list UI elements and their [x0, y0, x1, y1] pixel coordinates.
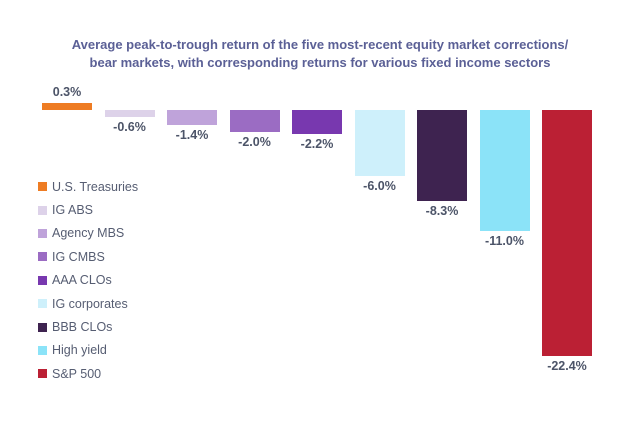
- value-label-aaa-clos: -2.2%: [300, 137, 334, 152]
- legend-item-ig-cmbs: IG CMBS: [38, 245, 138, 268]
- legend-swatch-bbb-clos: [38, 322, 47, 332]
- legend-item-s-p-500: S&P 500: [38, 362, 138, 385]
- bar-bbb-clos: [417, 110, 467, 202]
- value-label-bbb-clos: -8.3%: [425, 204, 459, 219]
- legend-label-high-yield: High yield: [52, 343, 107, 358]
- bar-ig-corporates: [354, 110, 405, 176]
- value-label-high-yield: -11.0%: [485, 234, 524, 248]
- legend-item-ig-corporates: IG corporates: [38, 292, 138, 315]
- chart-title-line1: Average peak-to-trough return of the fiv…: [71, 37, 569, 52]
- bar-aaa-clos: [292, 110, 342, 135]
- legend-label-agency-mbs: Agency MBS: [52, 226, 125, 241]
- legend-item-u-s-treasuries: U.S. Treasuries: [38, 175, 138, 198]
- legend-item-ig-abs: IG ABS: [38, 198, 138, 221]
- legend-item-agency-mbs: Agency MBS: [38, 222, 138, 245]
- chart-title-line2: bear markets, with corresponding returns…: [89, 55, 551, 70]
- bar-agency-mbs: [167, 110, 217, 126]
- legend-item-high-yield: High yield: [38, 339, 138, 362]
- value-label-u-s-treasuries: 0.3%: [52, 85, 82, 99]
- bar-high-yield: [479, 110, 530, 231]
- bar-s-p-500: [542, 110, 592, 357]
- legend-item-aaa-clos: AAA CLOs: [38, 269, 138, 292]
- chart-title: Average peak-to-trough return of the fiv…: [0, 36, 640, 72]
- legend-swatch-ig-corporates: [38, 299, 47, 309]
- legend-label-ig-abs: IG ABS: [52, 203, 93, 218]
- legend-swatch-agency-mbs: [38, 228, 47, 238]
- legend-swatch-u-s-treasuries: [38, 182, 47, 192]
- value-label-ig-corporates: -6.0%: [363, 179, 396, 193]
- legend-label-ig-cmbs: IG CMBS: [52, 249, 105, 264]
- bar-u-s-treasuries: [42, 103, 92, 110]
- legend-swatch-high-yield: [38, 345, 47, 355]
- legend-label-u-s-treasuries: U.S. Treasuries: [52, 179, 139, 194]
- bar-ig-cmbs: [229, 110, 280, 132]
- legend-swatch-s-p-500: [38, 369, 47, 379]
- value-label-ig-cmbs: -2.0%: [238, 135, 271, 149]
- legend-label-ig-corporates: IG corporates: [52, 296, 128, 311]
- legend-label-s-p-500: S&P 500: [52, 366, 102, 381]
- value-label-agency-mbs: -1.4%: [175, 128, 209, 143]
- legend-swatch-ig-abs: [38, 205, 47, 215]
- legend-swatch-ig-cmbs: [38, 252, 47, 262]
- value-label-ig-abs: -0.6%: [113, 120, 146, 134]
- legend-swatch-aaa-clos: [38, 275, 47, 285]
- bar-ig-abs: [104, 110, 155, 117]
- legend: U.S. Treasuries IG ABS Agency MBS IG CMBS AA…: [38, 175, 138, 386]
- legend-label-bbb-clos: BBB CLOs: [52, 320, 113, 335]
- legend-label-aaa-clos: AAA CLOs: [52, 273, 112, 288]
- legend-item-bbb-clos: BBB CLOs: [38, 315, 138, 338]
- value-label-s-p-500: -22.4%: [547, 359, 587, 374]
